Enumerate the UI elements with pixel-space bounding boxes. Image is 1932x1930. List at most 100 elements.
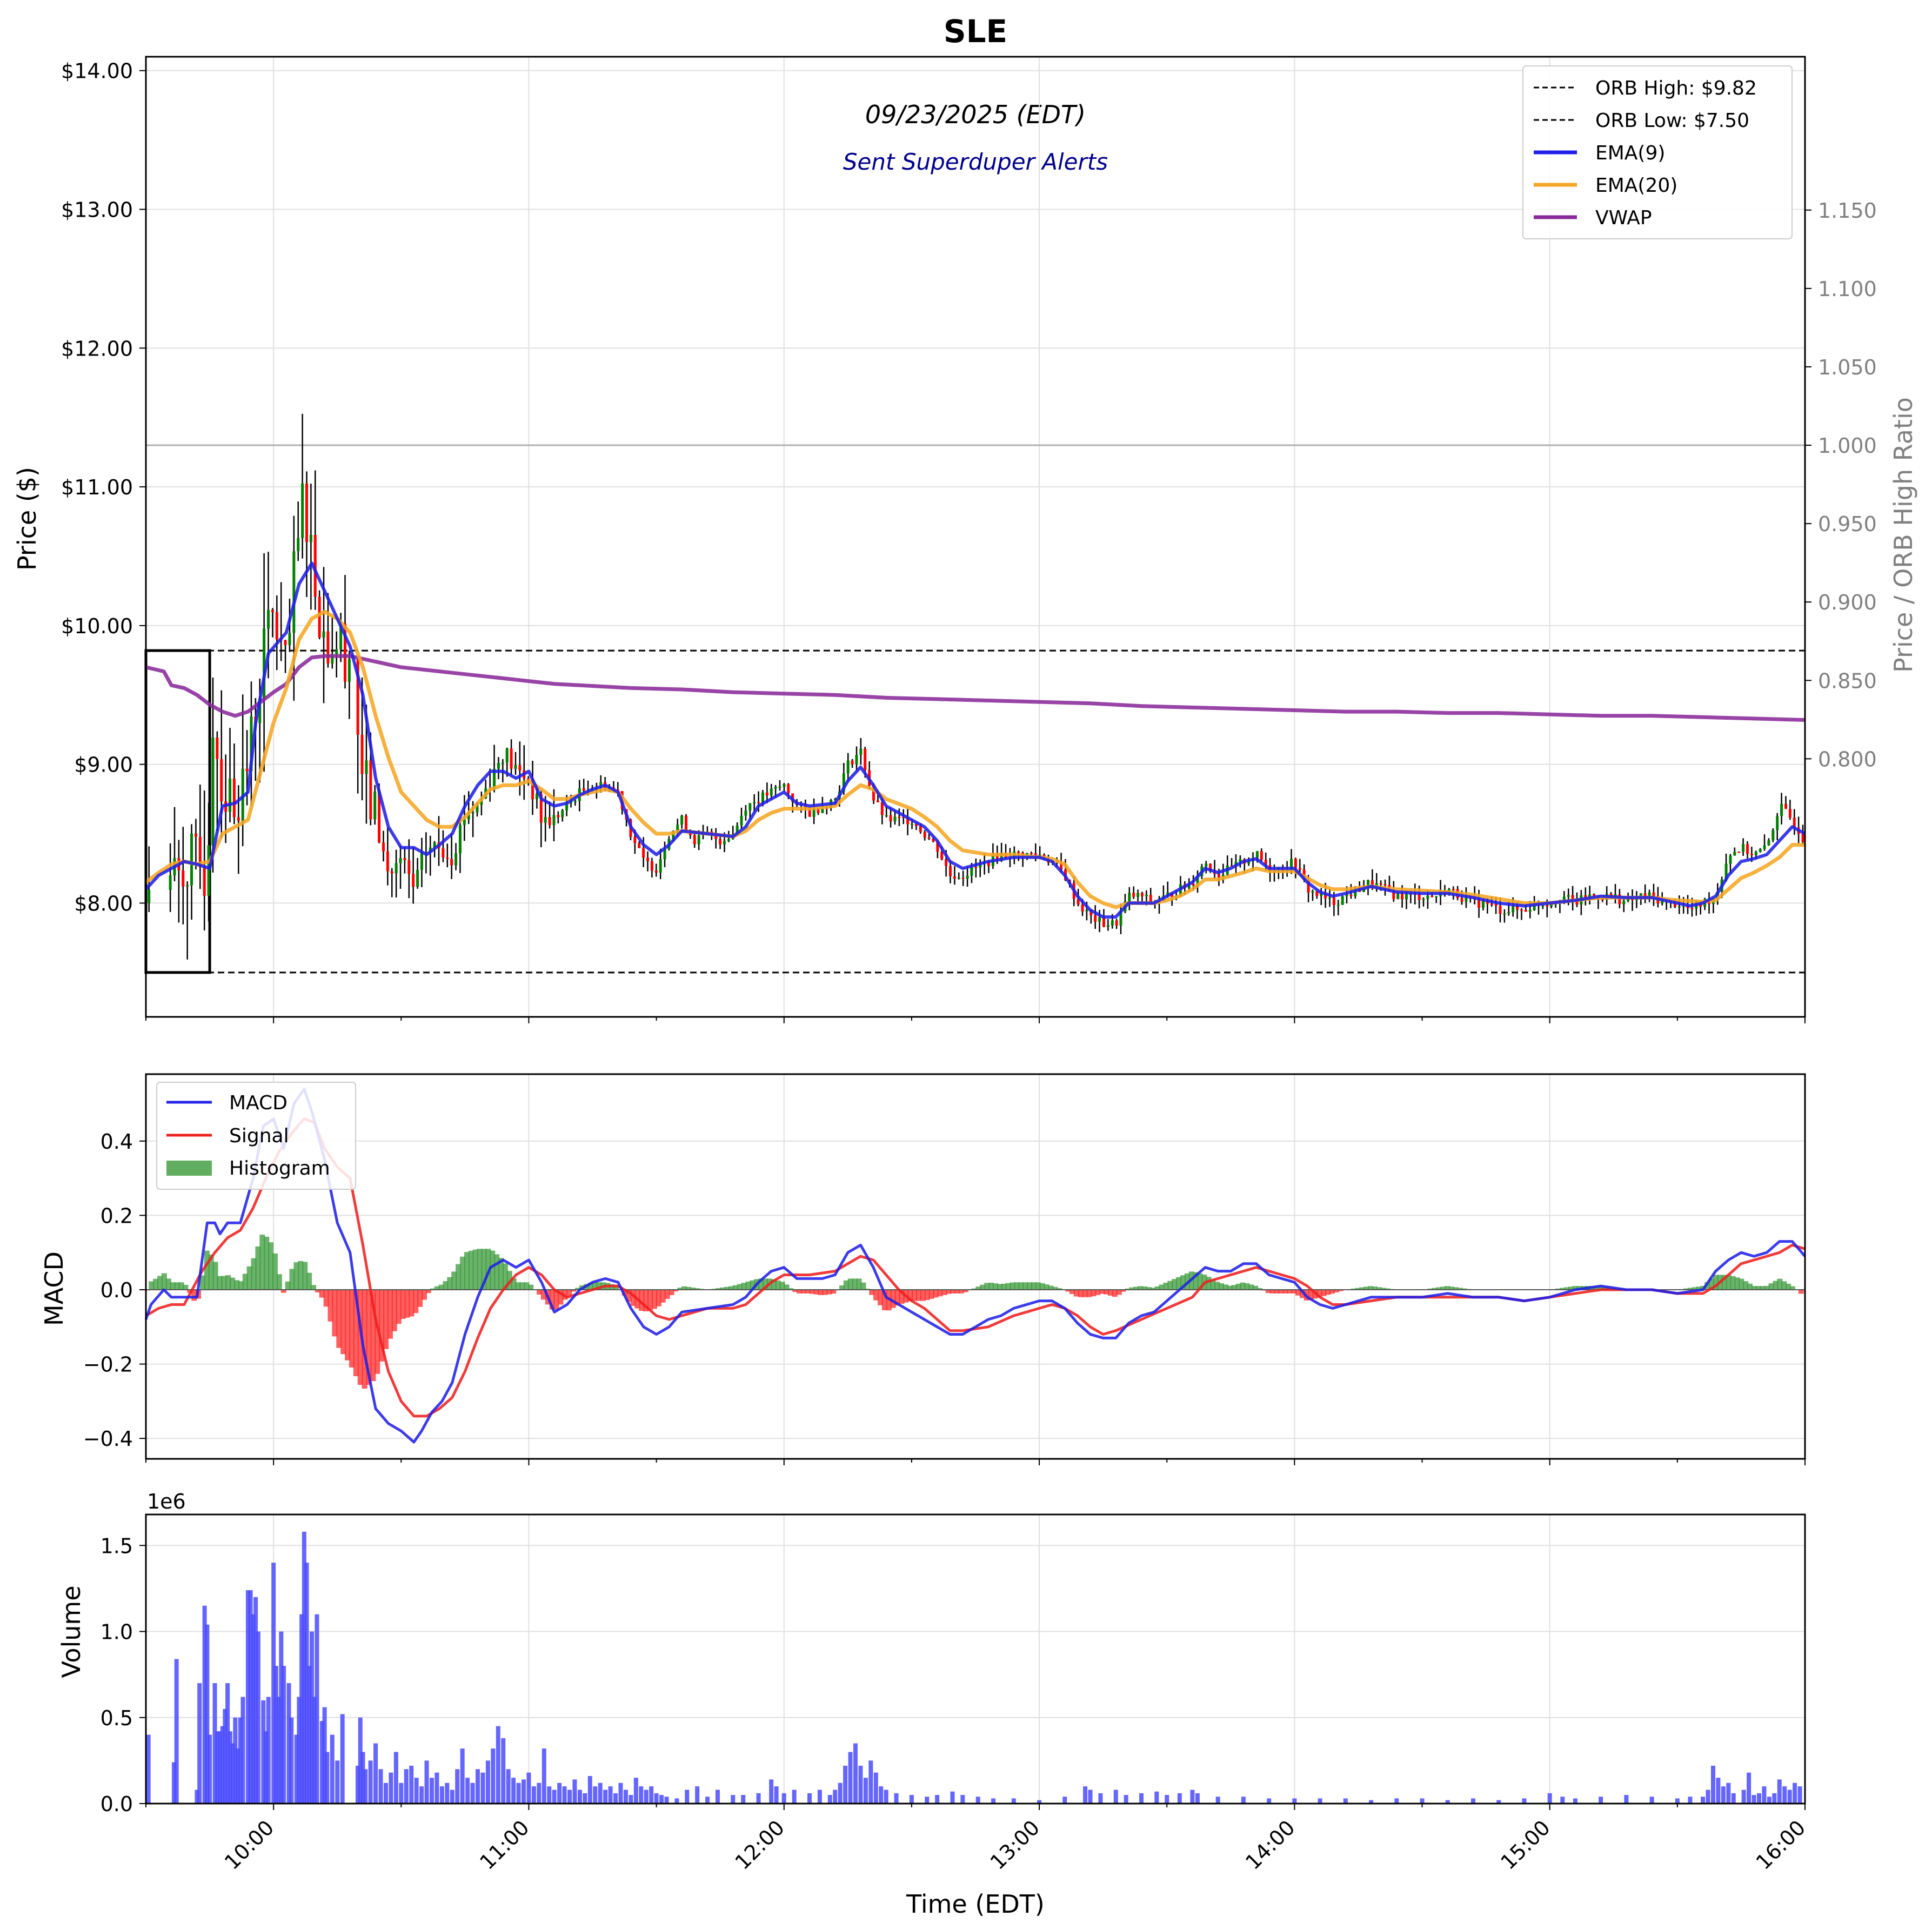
histogram-bar — [1781, 1281, 1787, 1290]
legend-histogram: Histogram — [229, 1157, 330, 1180]
histogram-bar — [370, 1289, 376, 1382]
histogram-bar — [801, 1289, 807, 1294]
candle-body — [1349, 894, 1353, 896]
candle-body — [676, 825, 679, 831]
volume-bar — [598, 1782, 603, 1804]
histogram-bar — [1709, 1278, 1715, 1290]
candle-body — [885, 815, 888, 816]
volume-bar — [807, 1793, 812, 1804]
candle-body — [1060, 862, 1063, 870]
volume-bar — [1787, 1790, 1792, 1804]
candle-body — [539, 794, 543, 823]
candle-body — [1392, 891, 1395, 900]
histogram-bar — [1696, 1286, 1702, 1290]
volume-bar — [378, 1769, 383, 1804]
histogram-bar — [805, 1289, 811, 1294]
volume-bar — [220, 1726, 225, 1804]
volume-bar — [304, 1563, 309, 1804]
candle-body — [1379, 883, 1382, 884]
candle-body — [1460, 898, 1463, 902]
histogram-bar — [1210, 1279, 1216, 1290]
candle-body — [1575, 900, 1579, 905]
candle-body — [808, 809, 811, 817]
volume-bar — [1649, 1797, 1654, 1804]
candle-body — [501, 762, 504, 764]
volume-bar — [1394, 1798, 1399, 1804]
histogram-bar — [417, 1289, 423, 1307]
candle-body — [169, 875, 172, 890]
candle-body — [842, 773, 845, 792]
volume-bar — [547, 1786, 552, 1804]
histogram-bar — [238, 1281, 244, 1290]
histogram-bar — [745, 1281, 751, 1290]
candle-body — [275, 612, 278, 640]
volume-bar — [868, 1760, 873, 1804]
histogram-bar — [170, 1282, 176, 1290]
histogram-bar — [515, 1282, 521, 1290]
volume-bar — [225, 1683, 230, 1804]
volume-bar — [1747, 1772, 1751, 1804]
candle-body — [1503, 913, 1506, 915]
candle-body — [365, 760, 368, 774]
volume-bar — [496, 1726, 500, 1804]
histogram-bar — [1359, 1287, 1365, 1290]
histogram-bar — [204, 1250, 210, 1290]
histogram-bar — [494, 1254, 500, 1290]
volume-bar — [731, 1795, 736, 1804]
candle-body — [949, 866, 952, 876]
volume-bar — [1767, 1797, 1771, 1804]
histogram-bar — [413, 1289, 419, 1314]
candle-body — [1038, 854, 1041, 856]
candle-body — [1609, 893, 1613, 896]
price-panel-frame — [145, 56, 1806, 1018]
ratio-tick-label: 0.900 — [1818, 591, 1877, 614]
histogram-bar — [788, 1288, 794, 1290]
histogram-bar — [763, 1278, 768, 1290]
candle-body — [646, 857, 650, 861]
volume-bar — [567, 1790, 572, 1804]
volume-panel-frame — [145, 1513, 1806, 1805]
volume-bar — [522, 1779, 526, 1804]
volume-bar — [340, 1714, 345, 1804]
volume-bar — [1547, 1793, 1552, 1804]
volume-bar — [1190, 1790, 1195, 1804]
volume-bar — [230, 1743, 235, 1804]
macd-tick-label: −0.4 — [83, 1427, 133, 1451]
candle-body — [1106, 925, 1109, 927]
ratio-tick-label: 1.150 — [1818, 199, 1877, 223]
candle-body — [356, 659, 359, 735]
histogram-bar — [1125, 1288, 1131, 1290]
histogram-bar — [1274, 1289, 1280, 1294]
volume-bar — [1215, 1797, 1220, 1804]
candle-body — [970, 867, 973, 876]
volume-bar — [476, 1769, 480, 1804]
volume-bar — [613, 1793, 618, 1804]
volume-bar — [404, 1769, 409, 1804]
histogram-bar — [860, 1282, 866, 1290]
volume-bar — [276, 1697, 281, 1804]
volume-bar — [215, 1731, 220, 1804]
histogram-bar — [1193, 1272, 1199, 1290]
histogram-bar — [954, 1289, 960, 1294]
candle-body — [1132, 893, 1135, 897]
candle-body — [194, 833, 197, 837]
candle-body — [906, 817, 910, 825]
candle-body — [271, 609, 274, 612]
ema20-line — [144, 609, 1805, 909]
volume-bar — [302, 1531, 306, 1804]
candle-body — [1541, 905, 1545, 907]
histogram-bar — [716, 1288, 721, 1290]
histogram-bar — [664, 1289, 670, 1299]
histogram-bar — [843, 1280, 849, 1290]
candle-body — [889, 815, 892, 822]
candle-body — [1077, 899, 1080, 905]
candle-body — [911, 823, 914, 825]
histogram-bar — [690, 1288, 696, 1290]
volume-bar — [1088, 1790, 1093, 1804]
histogram-bar — [298, 1261, 304, 1290]
volume-bar — [623, 1790, 628, 1804]
candle-body — [1034, 853, 1037, 855]
macd-panel: −0.4 −0.2 0.0 0.2 0.4 — [83, 1073, 1806, 1460]
volume-bar — [205, 1624, 210, 1804]
histogram-bar — [771, 1279, 777, 1290]
